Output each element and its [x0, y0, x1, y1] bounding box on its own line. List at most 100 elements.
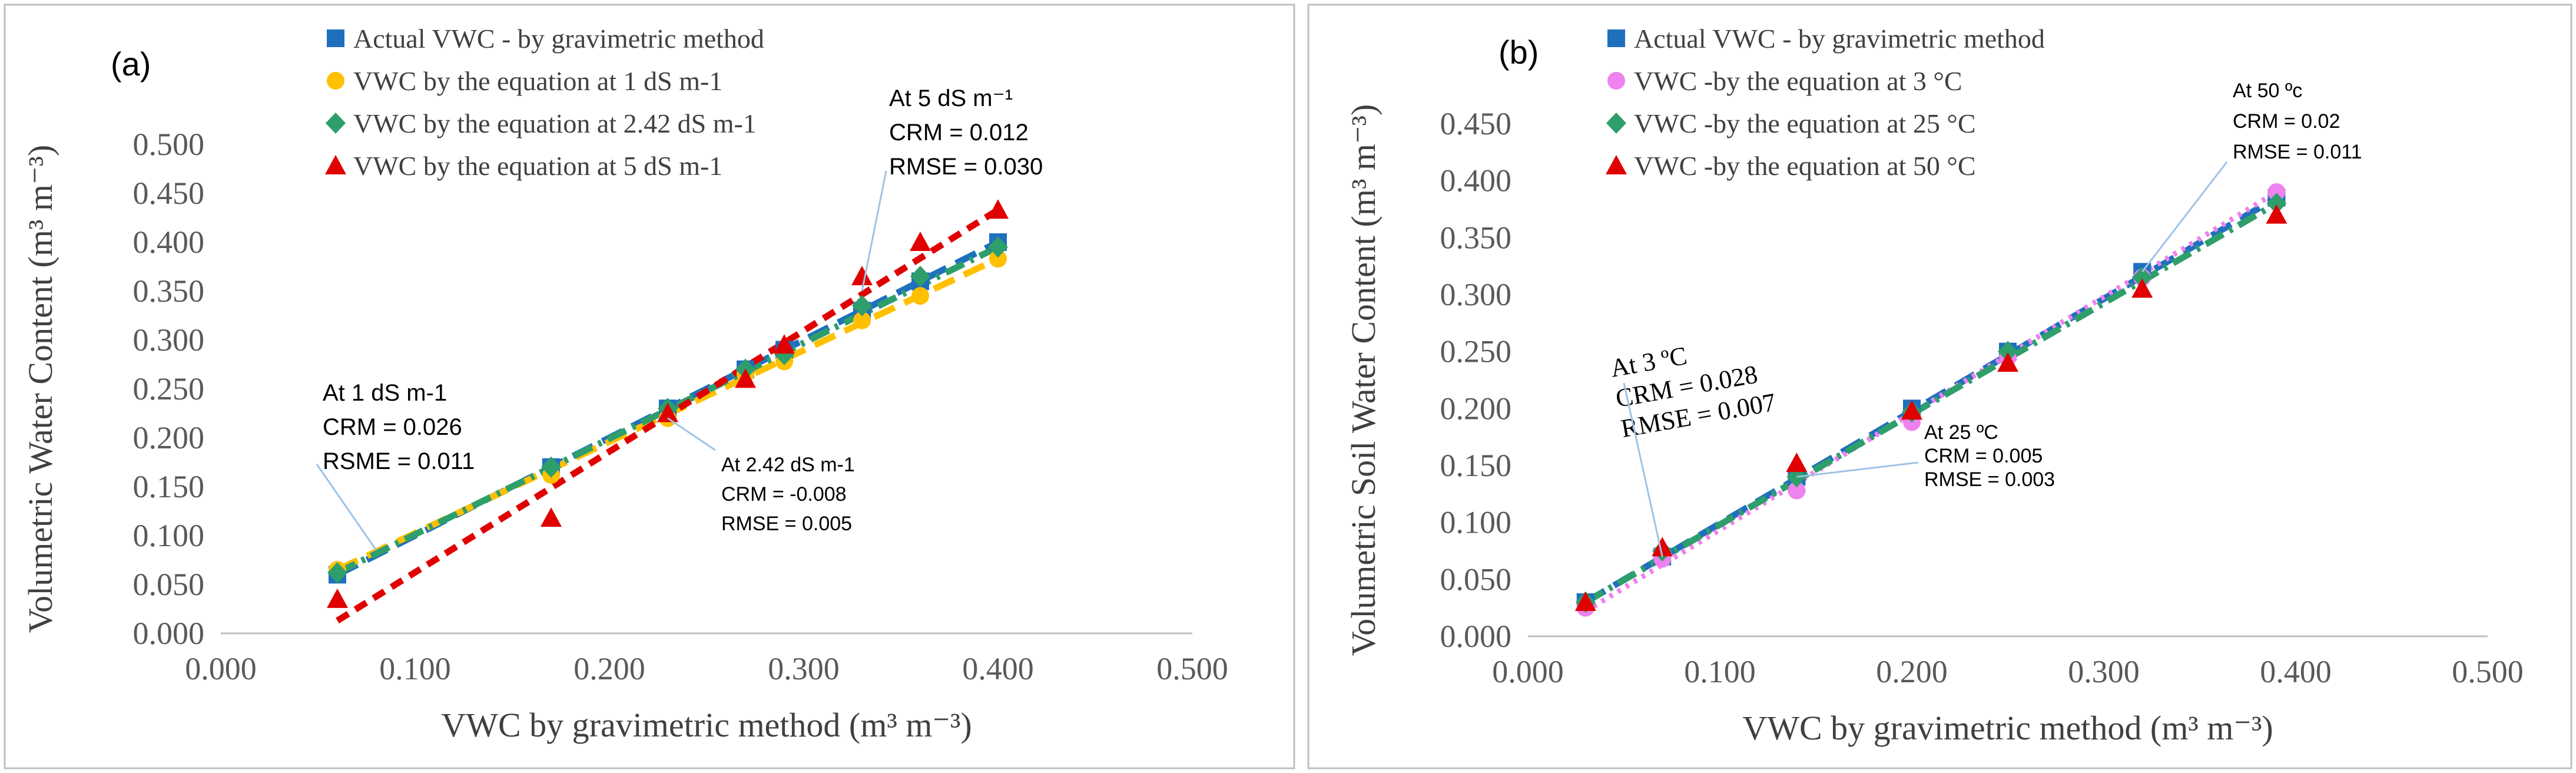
x-tick-label: 0.100 [1684, 654, 1756, 689]
annotation-2-line-1: At 25 ºC [1924, 421, 1998, 444]
annotation-2-line-3: RMSE = 0.005 [721, 513, 852, 535]
annotation-3: At 50 ºc CRM = 0.02 RMSE = 0.011 [2233, 80, 2362, 163]
annotation-3-line-1: At 50 ºc [2233, 80, 2302, 102]
x-tick-label: 0.300 [768, 651, 840, 686]
data-point-series-4 [1901, 400, 1922, 420]
legend-label-series-2: VWC by the equation at 1 dS m-1 [353, 66, 722, 96]
data-point-series-4 [2131, 278, 2153, 298]
y-tick-label: 0.250 [1440, 334, 1512, 369]
annotation-1: At 1 dS m-1 CRM = 0.026 RSME = 0.011 [323, 380, 475, 474]
y-tick-label: 0.300 [133, 322, 205, 358]
x-axis-title: VWC by gravimetric method (m³ m⁻³) [1742, 709, 2273, 747]
x-tick-label: 0.400 [962, 651, 1034, 686]
y-axis-title: Volumetric Soil Water Content (m³ m⁻³) [1344, 104, 1383, 656]
data-point-series-4 [735, 368, 756, 388]
y-axis-title: Volumetric Water Content (m³ m⁻³) [21, 145, 59, 633]
panel-label: (a) [111, 45, 151, 82]
annotation-leader-line [1796, 461, 1919, 478]
annotation-2: At 2.42 dS m-1 CRM = -0.008 RMSE = 0.005 [721, 454, 855, 535]
trendline-series-1 [1584, 194, 2279, 605]
x-tick-label: 0.500 [2452, 654, 2524, 689]
legend-marker-series-4 [1606, 155, 1627, 174]
legend-marker-series-2 [327, 72, 344, 90]
data-point-series-4 [657, 402, 678, 422]
y-tick-label: 0.300 [1440, 277, 1512, 312]
data-point-series-3 [852, 295, 872, 316]
x-tick-label: 0.200 [573, 651, 645, 686]
x-tick-label: 0.000 [185, 651, 257, 686]
legend-label-series-3: VWC by the equation at 2.42 dS m-1 [353, 108, 757, 138]
annotation-3: At 5 dS m⁻¹ CRM = 0.012 RMSE = 0.030 [889, 85, 1043, 180]
y-tick-label: 0.450 [133, 176, 205, 211]
y-tick-label: 0.400 [133, 224, 205, 260]
y-tick-label: 0.000 [1440, 619, 1512, 654]
legend-marker-series-4 [325, 155, 346, 174]
data-point-series-2 [2267, 183, 2286, 201]
y-tick-label: 0.100 [133, 518, 205, 553]
x-tick-label: 0.400 [2260, 654, 2332, 689]
panel-label: (b) [1498, 34, 1539, 71]
legend-marker-series-1 [327, 29, 344, 47]
y-tick-label: 0.050 [133, 567, 205, 602]
legend-marker-series-3 [326, 113, 346, 134]
annotation-leader-line [2141, 161, 2228, 273]
data-point-series-3 [910, 266, 930, 288]
x-tick-label: 0.200 [1876, 654, 1948, 689]
y-tick-label: 0.200 [1440, 391, 1512, 426]
data-point-series-2 [1788, 481, 1806, 500]
y-tick-label: 0.400 [1440, 163, 1512, 199]
data-point-series-4 [1652, 537, 1673, 557]
y-tick-label: 0.450 [1440, 106, 1512, 141]
data-point-series-3 [988, 236, 1008, 258]
data-point-series-2 [853, 311, 871, 329]
y-tick-label: 0.050 [1440, 561, 1512, 597]
x-tick-label: 0.300 [2068, 654, 2140, 689]
data-point-series-3 [327, 562, 347, 584]
legend-marker-series-1 [1607, 29, 1625, 47]
data-point-series-4 [327, 588, 348, 608]
annotation-3-line-3: RMSE = 0.011 [2233, 141, 2362, 163]
trendline-series-3 [1584, 200, 2279, 605]
x-tick-label: 0.500 [1156, 651, 1228, 686]
annotation-1-line-3: RSME = 0.011 [323, 448, 475, 474]
y-tick-label: 0.000 [133, 616, 205, 651]
data-point-series-3 [2132, 267, 2153, 288]
annotation-2-line-3: RMSE = 0.003 [1924, 468, 2055, 491]
x-axis-title: VWC by gravimetric method (m³ m⁻³) [441, 706, 972, 744]
annotation-3-line-2: CRM = 0.012 [889, 120, 1029, 146]
annotation-2-line-2: CRM = -0.008 [721, 483, 847, 506]
annotation-leader-line [316, 464, 377, 551]
annotation-1-line-1: At 1 dS m-1 [323, 380, 447, 406]
panel-a-frame [4, 4, 1295, 769]
data-point-series-4 [1786, 452, 1808, 473]
data-point-series-4 [1997, 352, 2018, 372]
y-tick-label: 0.100 [1440, 505, 1512, 540]
data-point-series-2 [989, 250, 1007, 268]
legend-label-series-4: VWC -by the equation at 50 °C [1634, 151, 1976, 181]
data-point-series-4 [1574, 592, 1596, 611]
annotation-leader-line [667, 417, 716, 451]
x-tick-label: 0.100 [379, 651, 451, 686]
annotation-leader-line [1623, 382, 1663, 557]
data-point-series-4 [541, 507, 562, 527]
data-point-series-4 [774, 334, 795, 354]
data-point-series-4 [2266, 204, 2287, 224]
legend-marker-series-3 [1606, 113, 1626, 134]
y-tick-label: 0.200 [133, 420, 205, 455]
y-tick-label: 0.350 [133, 273, 205, 309]
panel-b-frame [1307, 4, 2572, 769]
annotation-3-line-2: CRM = 0.02 [2233, 110, 2340, 133]
data-point-series-3 [2266, 193, 2287, 214]
y-tick-label: 0.250 [133, 371, 205, 407]
legend-label-series-2: VWC -by the equation at 3 °C [1634, 66, 1962, 96]
annotation-leader-line [861, 170, 887, 292]
annotation-3-line-3: RMSE = 0.030 [889, 154, 1043, 180]
data-point-series-3 [1998, 341, 2018, 362]
legend-label-series-3: VWC -by the equation at 25 °C [1634, 108, 1976, 138]
y-tick-label: 0.150 [1440, 448, 1512, 483]
data-point-series-4 [910, 232, 931, 251]
panel-a-chart: 0.000 0.050 0.100 0.150 0.200 0.250 0.300 0.350… [21, 24, 1228, 744]
annotation-1-line-2: CRM = 0.026 [323, 414, 462, 440]
x-tick-label: 0.000 [1492, 654, 1564, 689]
